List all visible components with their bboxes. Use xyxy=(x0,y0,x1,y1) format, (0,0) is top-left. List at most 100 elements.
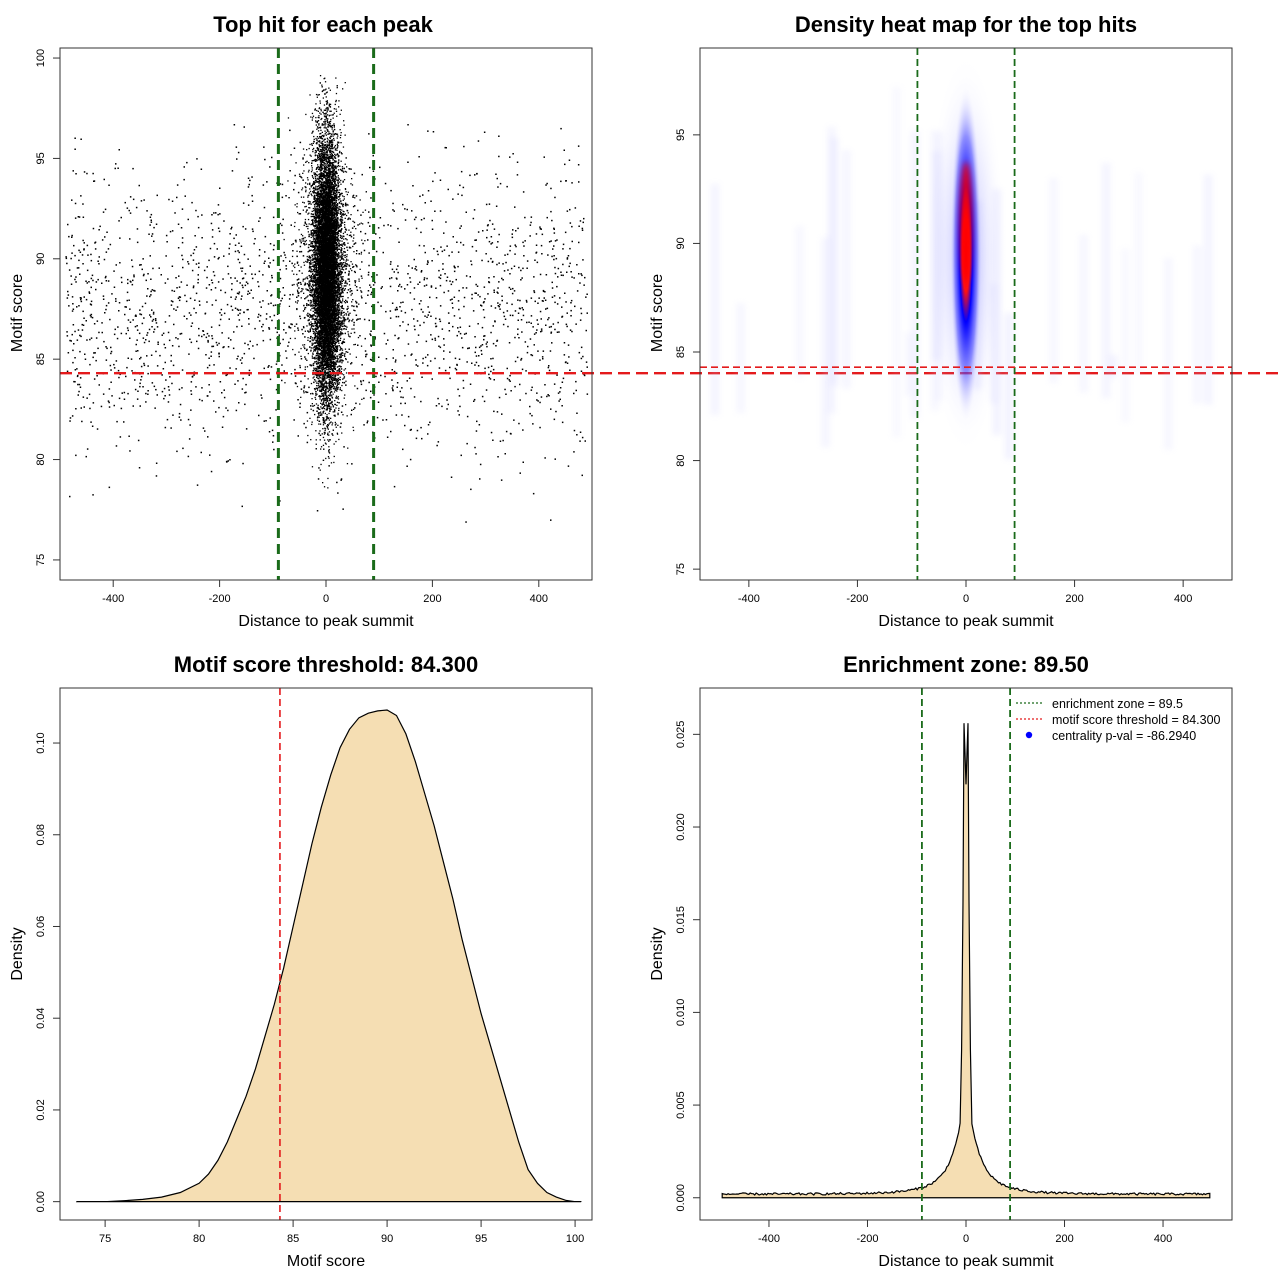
scatter-point xyxy=(313,192,315,194)
scatter-point xyxy=(332,300,335,302)
scatter-point xyxy=(331,403,333,406)
scatter-point xyxy=(338,246,340,248)
scatter-point xyxy=(336,281,339,283)
scatter-point xyxy=(300,297,302,299)
scatter-point xyxy=(337,333,339,335)
scatter-point xyxy=(360,253,362,255)
scatter-point xyxy=(337,328,339,331)
scatter-point xyxy=(332,375,334,377)
scatter-point xyxy=(308,262,310,264)
scatter-point xyxy=(337,355,339,357)
scatter-point xyxy=(322,187,324,190)
scatter-point xyxy=(336,334,338,336)
scatter-point xyxy=(325,387,327,389)
scatter-point xyxy=(338,407,340,409)
scatter-point xyxy=(311,314,313,317)
scatter-point xyxy=(335,300,337,302)
scatter-point xyxy=(343,311,345,314)
scatter-point xyxy=(343,328,346,330)
scatter-point xyxy=(324,158,326,160)
scatter-point xyxy=(304,368,306,371)
scatter-point xyxy=(315,350,317,352)
scatter-point xyxy=(336,347,338,350)
scatter-point xyxy=(326,416,328,418)
scatter-point xyxy=(332,356,334,358)
scatter-point xyxy=(322,428,324,430)
scatter-point xyxy=(332,165,334,167)
scatter-point xyxy=(314,325,316,327)
scatter-point xyxy=(337,164,339,166)
scatter-point xyxy=(314,159,316,161)
scatter-point xyxy=(319,198,321,200)
scatter-point xyxy=(318,395,320,397)
scatter-point xyxy=(314,275,316,277)
scatter-point xyxy=(341,214,343,216)
scatter-point xyxy=(319,161,322,163)
scatter-point xyxy=(313,258,315,261)
scatter-point xyxy=(321,286,323,288)
scatter-point xyxy=(314,273,317,275)
scatter-point xyxy=(324,375,326,377)
scatter-point xyxy=(342,341,344,344)
scatter-point xyxy=(346,233,348,236)
scatter-point xyxy=(320,390,322,392)
scatter-point xyxy=(319,241,321,243)
scatter-point xyxy=(331,395,333,397)
scatter-point xyxy=(343,250,345,253)
scatter-point xyxy=(315,291,317,293)
scatter-point xyxy=(308,270,310,272)
scatter-point xyxy=(308,249,311,251)
scatter-point xyxy=(335,395,338,397)
scatter-point xyxy=(311,342,313,344)
scatter-point xyxy=(316,385,318,387)
scatter-point xyxy=(320,329,322,331)
scatter-point xyxy=(319,158,321,160)
scatter-point xyxy=(306,261,308,263)
scatter-point xyxy=(334,411,336,413)
scatter-point xyxy=(321,174,323,177)
scatter-point xyxy=(317,351,319,353)
scatter-point xyxy=(332,194,334,196)
scatter-point xyxy=(318,238,320,240)
scatter-point xyxy=(317,225,319,227)
scatter-point xyxy=(338,367,340,370)
scatter-point xyxy=(318,423,320,425)
scatter-point xyxy=(321,378,323,381)
scatter-point xyxy=(328,381,331,383)
scatter-point xyxy=(320,158,322,160)
scatter-point xyxy=(317,120,320,122)
scatter-point xyxy=(324,389,326,392)
scatter-point xyxy=(344,221,346,223)
scatter-point xyxy=(314,282,317,284)
scatter-point xyxy=(303,346,305,348)
scatter-point xyxy=(330,126,333,128)
scatter-point xyxy=(317,365,319,368)
scatter-point xyxy=(309,202,311,205)
scatter-point xyxy=(331,400,333,403)
scatter-point xyxy=(330,150,333,152)
scatter-point xyxy=(330,417,332,419)
scatter-point xyxy=(334,198,336,201)
scatter-point xyxy=(318,153,320,155)
scatter-point xyxy=(316,257,318,259)
scatter-point xyxy=(346,254,348,256)
scatter-point xyxy=(317,333,320,335)
scatter-point xyxy=(299,364,301,367)
scatter-point xyxy=(323,439,326,441)
scatter-point xyxy=(303,240,305,242)
scatter-point xyxy=(333,249,336,251)
scatter-point xyxy=(310,262,312,264)
scatter-point xyxy=(323,372,326,374)
scatter-point xyxy=(323,173,325,175)
scatter-point xyxy=(306,288,309,291)
scatter-point xyxy=(325,323,327,325)
scatter-point xyxy=(312,364,315,367)
scatter-point xyxy=(318,416,320,418)
scatter-point xyxy=(312,273,314,275)
scatter-point xyxy=(359,223,361,225)
scatter-point xyxy=(317,266,319,269)
scatter-point xyxy=(340,219,342,221)
scatter-point xyxy=(321,123,323,125)
scatter-point xyxy=(330,216,332,218)
scatter-point xyxy=(336,149,338,151)
